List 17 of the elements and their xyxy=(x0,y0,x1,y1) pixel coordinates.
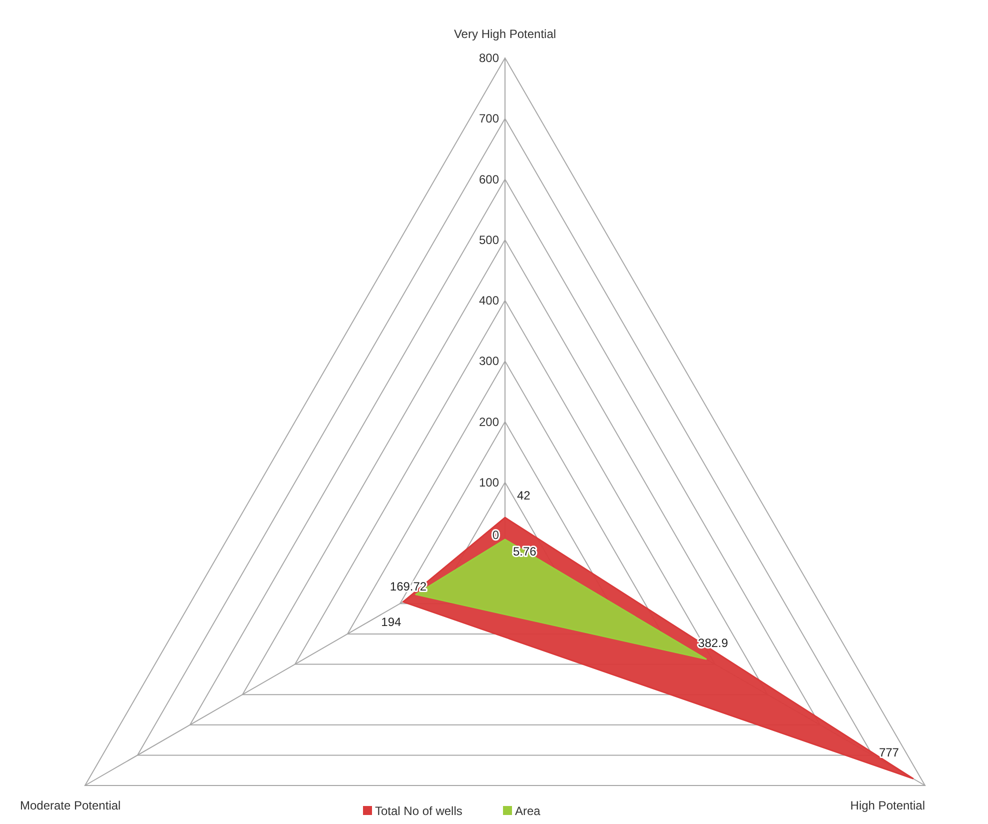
spoke-label: High Potential xyxy=(850,798,926,812)
data-label: 194 xyxy=(381,614,402,629)
data-label: 42 xyxy=(517,488,531,503)
y-tick-label: 100 xyxy=(478,475,500,490)
y-tick-label: 700 xyxy=(478,112,500,126)
spoke-label: Very High Potential xyxy=(454,27,556,41)
y-tick-label: 200 xyxy=(478,414,500,429)
y-tick-label: 0 xyxy=(492,528,500,542)
y-tick-label: 300 xyxy=(478,354,500,368)
legend-label: Area xyxy=(515,804,541,818)
y-tick-label: 600 xyxy=(478,172,500,186)
spoke-label: Moderate Potential xyxy=(20,798,121,812)
y-tick-label: 500 xyxy=(478,232,500,247)
legend-label: Total No of wells xyxy=(375,804,462,818)
data-label: 777 xyxy=(878,746,900,760)
y-tick-label: 800 xyxy=(478,51,500,65)
y-tick-label: 400 xyxy=(478,294,500,308)
